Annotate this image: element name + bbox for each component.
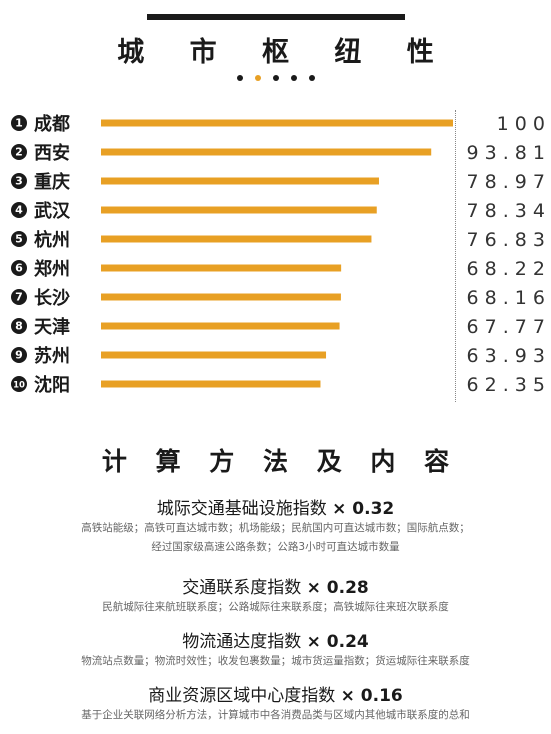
rank-badge bbox=[11, 115, 27, 131]
value-label: 7 8 . 3 4 bbox=[466, 200, 545, 222]
method-heading: 城际交通基础设施指数 × 0.32 bbox=[0, 494, 551, 519]
method-name: 物流通达度指数 bbox=[182, 632, 302, 652]
rank-badge bbox=[11, 318, 27, 334]
rank-badge bbox=[11, 260, 27, 276]
method-name: 城际交通基础设施指数 bbox=[156, 499, 327, 519]
city-label: 西安 bbox=[34, 142, 70, 164]
city-label: 成都 bbox=[34, 113, 70, 135]
value-bar bbox=[101, 264, 342, 272]
value-label: 6 8 . 1 6 bbox=[466, 287, 545, 309]
method-weight: × 0.28 bbox=[306, 578, 369, 598]
city-label: 郑州 bbox=[34, 258, 70, 280]
value-bar bbox=[101, 380, 321, 388]
method-commerce: 商业资源区域中心度指数 × 0.16 基于企业关联网络分析方法，计算城市中各消费… bbox=[0, 681, 551, 725]
rank-number: 5 bbox=[15, 233, 23, 246]
rank-badge bbox=[11, 173, 27, 189]
rank-badge bbox=[11, 376, 27, 392]
value-label: 7 8 . 9 7 bbox=[466, 171, 545, 193]
value-label: 6 2 . 3 5 bbox=[466, 374, 545, 396]
method-traffic-link: 交通联系度指数 × 0.28 民航城际往来航班联系度；公路城际往来联系度；高铁城… bbox=[0, 573, 551, 617]
rank-badge bbox=[11, 231, 27, 247]
rank-number: 3 bbox=[15, 175, 23, 188]
page-dot-5[interactable] bbox=[308, 75, 315, 81]
city-label: 沈阳 bbox=[34, 374, 70, 396]
value-divider bbox=[455, 110, 456, 402]
pagination-dots bbox=[0, 75, 551, 83]
rank-number: 9 bbox=[15, 349, 23, 362]
value-label: 9 3 . 8 1 bbox=[466, 142, 545, 164]
rank-number: 10 bbox=[13, 381, 25, 391]
value-label: 6 7 . 7 7 bbox=[466, 316, 545, 338]
city-label: 武汉 bbox=[34, 201, 71, 222]
method-desc-line: 高铁站能级；高铁可直达城市数；机场能级；民航国内可直达城市数；国际航点数； bbox=[81, 522, 470, 534]
method-heading: 商业资源区域中心度指数 × 0.16 bbox=[0, 681, 551, 706]
hub-ranking-chart: 1 成都 1 0 0 2 西安 9 3 . 8 1 3 重庆 7 8 . 9 7 4 武汉 7 8 .… bbox=[11, 113, 545, 396]
rank-number: 1 bbox=[15, 117, 23, 130]
method-infra: 城际交通基础设施指数 × 0.32 高铁站能级；高铁可直达城市数；机场能级；民航… bbox=[0, 494, 551, 557]
value-label: 6 3 . 9 3 bbox=[466, 345, 545, 367]
page-dot-4[interactable] bbox=[290, 75, 297, 81]
method-desc-line: 物流站点数量；物流时效性；收发包裹数量；城市货运量指数；货运城际往来联系度 bbox=[81, 655, 470, 667]
method-desc-line: 民航城际往来航班联系度；公路城际往来联系度；高铁城际往来班次联系度 bbox=[102, 601, 449, 613]
city-label: 重庆 bbox=[34, 171, 70, 193]
page-title: 城 市 枢 纽 性 bbox=[117, 37, 452, 68]
method-desc-line: 基于企业关联网络分析方法，计算城市中各消费品类与区域内其他城市联系度的总和 bbox=[81, 709, 470, 721]
page-dot-3[interactable] bbox=[272, 75, 279, 81]
page-dot-2[interactable] bbox=[254, 75, 261, 81]
value-bar bbox=[101, 351, 327, 359]
method-weight: × 0.32 bbox=[332, 499, 395, 519]
rank-badge bbox=[11, 144, 27, 160]
value-bar bbox=[101, 206, 377, 214]
rank-number: 2 bbox=[15, 146, 23, 159]
header-rule bbox=[147, 14, 405, 20]
rank-number: 8 bbox=[15, 320, 23, 333]
method-heading: 物流通达度指数 × 0.24 bbox=[0, 627, 551, 652]
value-bar bbox=[101, 322, 340, 330]
method-weight: × 0.24 bbox=[306, 632, 369, 652]
rank-number: 7 bbox=[15, 291, 23, 304]
rank-number: 4 bbox=[15, 204, 23, 217]
method-desc-line: 经过国家级高速公路条数；公路3小时可直达城市数量 bbox=[151, 541, 400, 553]
value-label: 7 6 . 8 3 bbox=[466, 229, 545, 251]
city-label: 杭州 bbox=[34, 229, 70, 251]
value-bar bbox=[101, 235, 372, 243]
page-dot-1[interactable] bbox=[236, 75, 243, 81]
value-bar bbox=[101, 177, 379, 185]
method-name: 商业资源区域中心度指数 bbox=[148, 686, 336, 706]
method-name: 交通联系度指数 bbox=[182, 578, 302, 598]
city-label: 长沙 bbox=[34, 288, 70, 309]
rank-badge bbox=[11, 202, 27, 218]
method-heading: 交通联系度指数 × 0.28 bbox=[0, 573, 551, 598]
city-label: 天津 bbox=[34, 316, 70, 338]
value-bar bbox=[101, 119, 453, 127]
city-label: 苏州 bbox=[34, 345, 70, 367]
value-bar bbox=[101, 293, 341, 301]
rank-badge bbox=[11, 289, 27, 305]
value-label: 1 0 0 bbox=[497, 113, 545, 135]
rank-number: 6 bbox=[15, 262, 23, 275]
value-label: 6 8 . 2 2 bbox=[466, 258, 545, 280]
method-logistics: 物流通达度指数 × 0.24 物流站点数量；物流时效性；收发包裹数量；城市货运量… bbox=[0, 627, 551, 671]
value-bar bbox=[101, 148, 432, 156]
method-section-title: 计 算 方 法 及 内 容 bbox=[101, 447, 460, 476]
method-weight: × 0.16 bbox=[340, 686, 403, 706]
rank-badge bbox=[11, 347, 27, 363]
